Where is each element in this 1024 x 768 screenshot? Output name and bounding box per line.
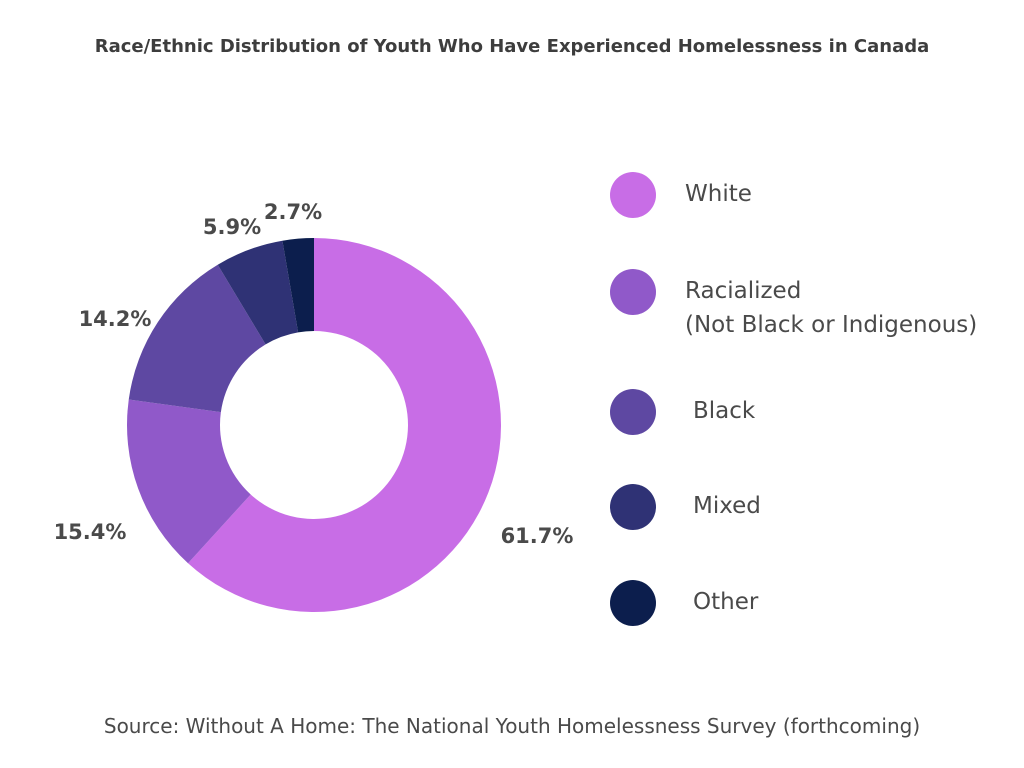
donut-slice-black [128,264,266,413]
slice-value-label-mixed: 5.9% [203,215,261,239]
legend-swatch-other [610,580,656,626]
legend-item-white: White [610,172,752,218]
chart-title: Race/Ethnic Distribution of Youth Who Ha… [94,36,930,57]
legend-item-racialized: Racialized (Not Black or Indigenous) [610,269,977,342]
legend-swatch-white [610,172,656,218]
legend-label-black: Black [693,398,756,424]
slice-value-label-black: 14.2% [79,307,152,331]
donut-slice-racialized [127,399,251,564]
legend-item-other: Other [610,580,758,626]
donut-slice-other [282,238,314,333]
slice-value-label-white: 61.7% [501,524,574,548]
legend-swatch-mixed [610,484,656,530]
slice-value-label-other: 2.7% [264,200,322,224]
source-note: Source: Without A Home: The National You… [103,714,921,738]
legend-label-white: White [685,181,752,207]
legend-label-mixed: Mixed [693,493,761,519]
legend-label-other: Other [693,589,759,615]
legend-item-black: Black [610,389,755,435]
donut-slice-mixed [217,240,299,345]
legend-swatch-black [610,389,656,435]
slice-value-label-racialized: 15.4% [54,520,127,544]
legend-item-mixed: Mixed [610,484,761,530]
legend-label-racialized: Racialized (Not Black or Indigenous) [685,278,978,338]
legend-swatch-racialized [610,269,656,315]
donut-slice-white [188,238,501,612]
